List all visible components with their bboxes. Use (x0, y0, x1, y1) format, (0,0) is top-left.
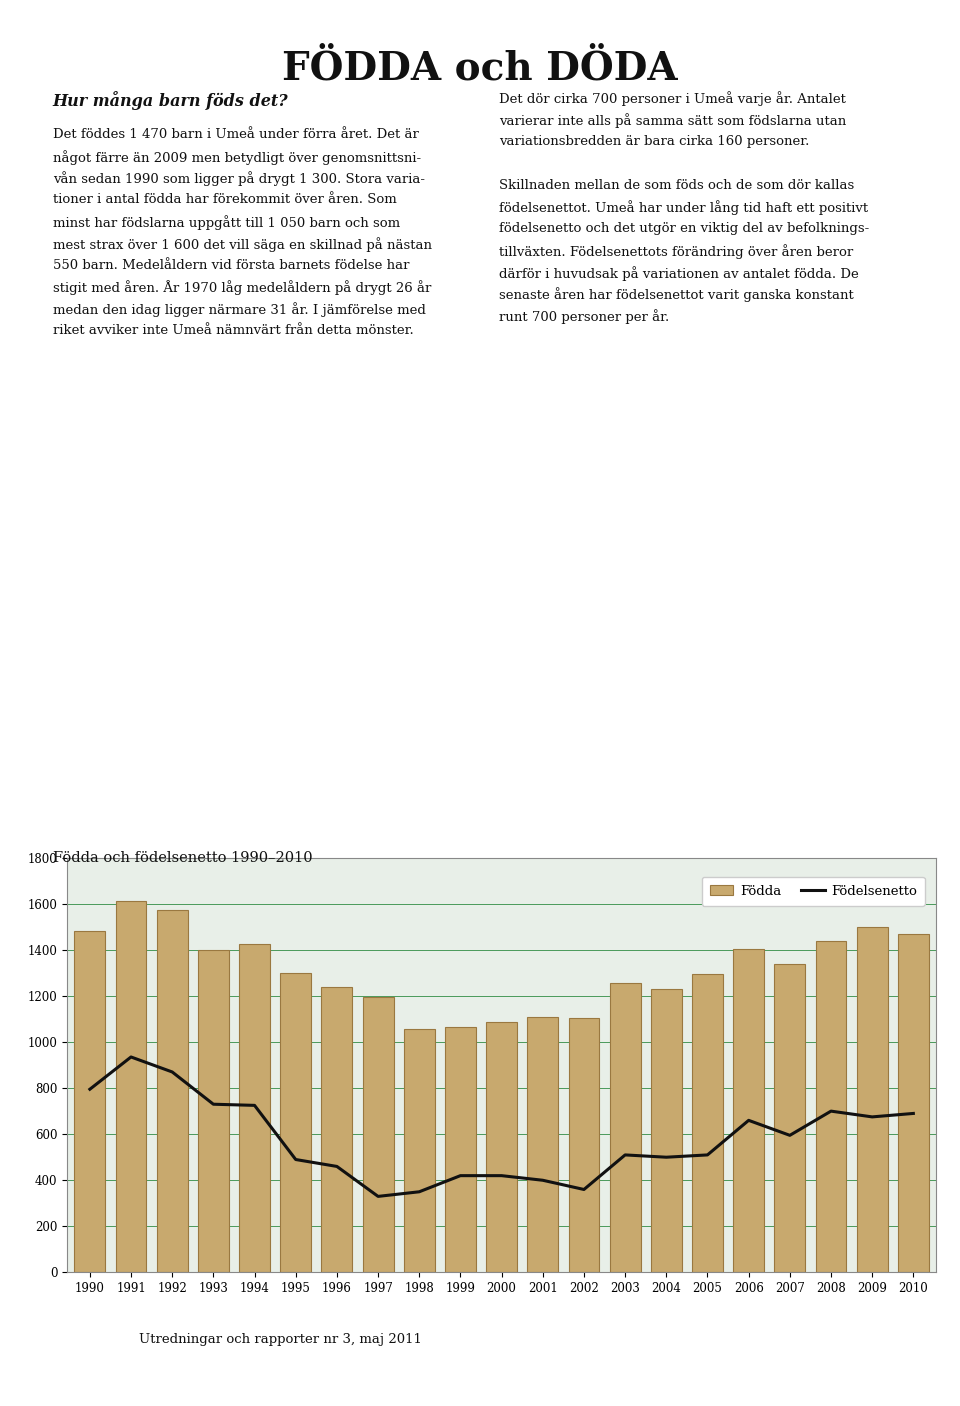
Bar (115, 901, 147, 1272)
Text: 550 barn. Medelåldern vid första barnets födelse har: 550 barn. Medelåldern vid första barnets… (53, 259, 409, 271)
Text: runt 700 personer per år.: runt 700 personer per år. (499, 309, 669, 325)
Text: vån sedan 1990 som ligger på drygt 1 300. Stora varia-: vån sedan 1990 som ligger på drygt 1 300… (53, 172, 424, 187)
Bar (198, 950, 228, 1272)
Text: minst har födslarna uppgått till 1 050 barn och som: minst har födslarna uppgått till 1 050 b… (53, 215, 400, 231)
Text: något färre än 2009 men betydligt över genomsnittsni-: något färre än 2009 men betydligt över g… (53, 149, 420, 165)
Text: Det föddes 1 470 barn i Umeå under förra året. Det är: Det föddes 1 470 barn i Umeå under förra… (53, 128, 419, 141)
Bar (898, 934, 928, 1272)
Text: tioner i antal födda har förekommit över åren. Som: tioner i antal födda har förekommit över… (53, 193, 396, 207)
Bar (486, 1022, 517, 1272)
Text: riket avviker inte Umeå nämnvärt från detta mönster.: riket avviker inte Umeå nämnvärt från de… (53, 323, 414, 337)
Bar (610, 983, 640, 1272)
Bar (692, 974, 723, 1272)
Text: variationsbredden är bara cirka 160 personer.: variationsbredden är bara cirka 160 pers… (499, 135, 809, 148)
Bar (280, 973, 311, 1272)
Text: Födda och födelsenetto 1990–2010: Födda och födelsenetto 1990–2010 (53, 851, 312, 865)
Bar (239, 943, 270, 1272)
Legend: Födda, Födelsenetto: Födda, Födelsenetto (702, 877, 925, 905)
Bar (156, 910, 187, 1272)
Text: därför i huvudsak på variationen av antalet födda. De: därför i huvudsak på variationen av anta… (499, 266, 859, 281)
Bar (568, 1018, 599, 1272)
Text: Utredningar och rapporter nr 3, maj 2011: Utredningar och rapporter nr 3, maj 2011 (139, 1333, 422, 1347)
Bar (856, 927, 888, 1272)
Text: födelsenetto och det utgör en viktig del av befolknings-: födelsenetto och det utgör en viktig del… (499, 222, 870, 235)
Text: Hur många barn föds det?: Hur många barn föds det? (53, 91, 288, 110)
Text: varierar inte alls på samma sätt som födslarna utan: varierar inte alls på samma sätt som föd… (499, 112, 847, 128)
Text: födelsenettot. Umeå har under lång tid haft ett positivt: födelsenettot. Umeå har under lång tid h… (499, 200, 869, 215)
Bar (404, 1029, 435, 1272)
Bar (733, 949, 764, 1272)
Bar (775, 963, 805, 1272)
Text: Det dör cirka 700 personer i Umeå varje år. Antalet: Det dör cirka 700 personer i Umeå varje … (499, 91, 846, 107)
Bar (322, 987, 352, 1272)
Text: tillväxten. Födelsenettots förändring över åren beror: tillväxten. Födelsenettots förändring öv… (499, 245, 853, 259)
Bar (651, 988, 682, 1272)
Text: senaste åren har födelsenettot varit ganska konstant: senaste åren har födelsenettot varit gan… (499, 287, 854, 302)
Text: 8 (9): 8 (9) (70, 1333, 108, 1347)
Bar (75, 931, 106, 1272)
Text: medan den idag ligger närmare 31 år. I jämförelse med: medan den idag ligger närmare 31 år. I j… (53, 302, 425, 318)
Text: stigit med åren. År 1970 låg medelåldern på drygt 26 år: stigit med åren. År 1970 låg medelåldern… (53, 281, 431, 295)
Text: FÖDDA och DÖDA: FÖDDA och DÖDA (282, 49, 678, 87)
Bar (527, 1017, 558, 1272)
Text: Skillnaden mellan de som föds och de som dör kallas: Skillnaden mellan de som föds och de som… (499, 179, 854, 191)
Text: mest strax över 1 600 det vill säga en skillnad på nästan: mest strax över 1 600 det vill säga en s… (53, 236, 432, 252)
Bar (445, 1026, 476, 1272)
Bar (816, 941, 847, 1272)
Bar (363, 997, 394, 1272)
